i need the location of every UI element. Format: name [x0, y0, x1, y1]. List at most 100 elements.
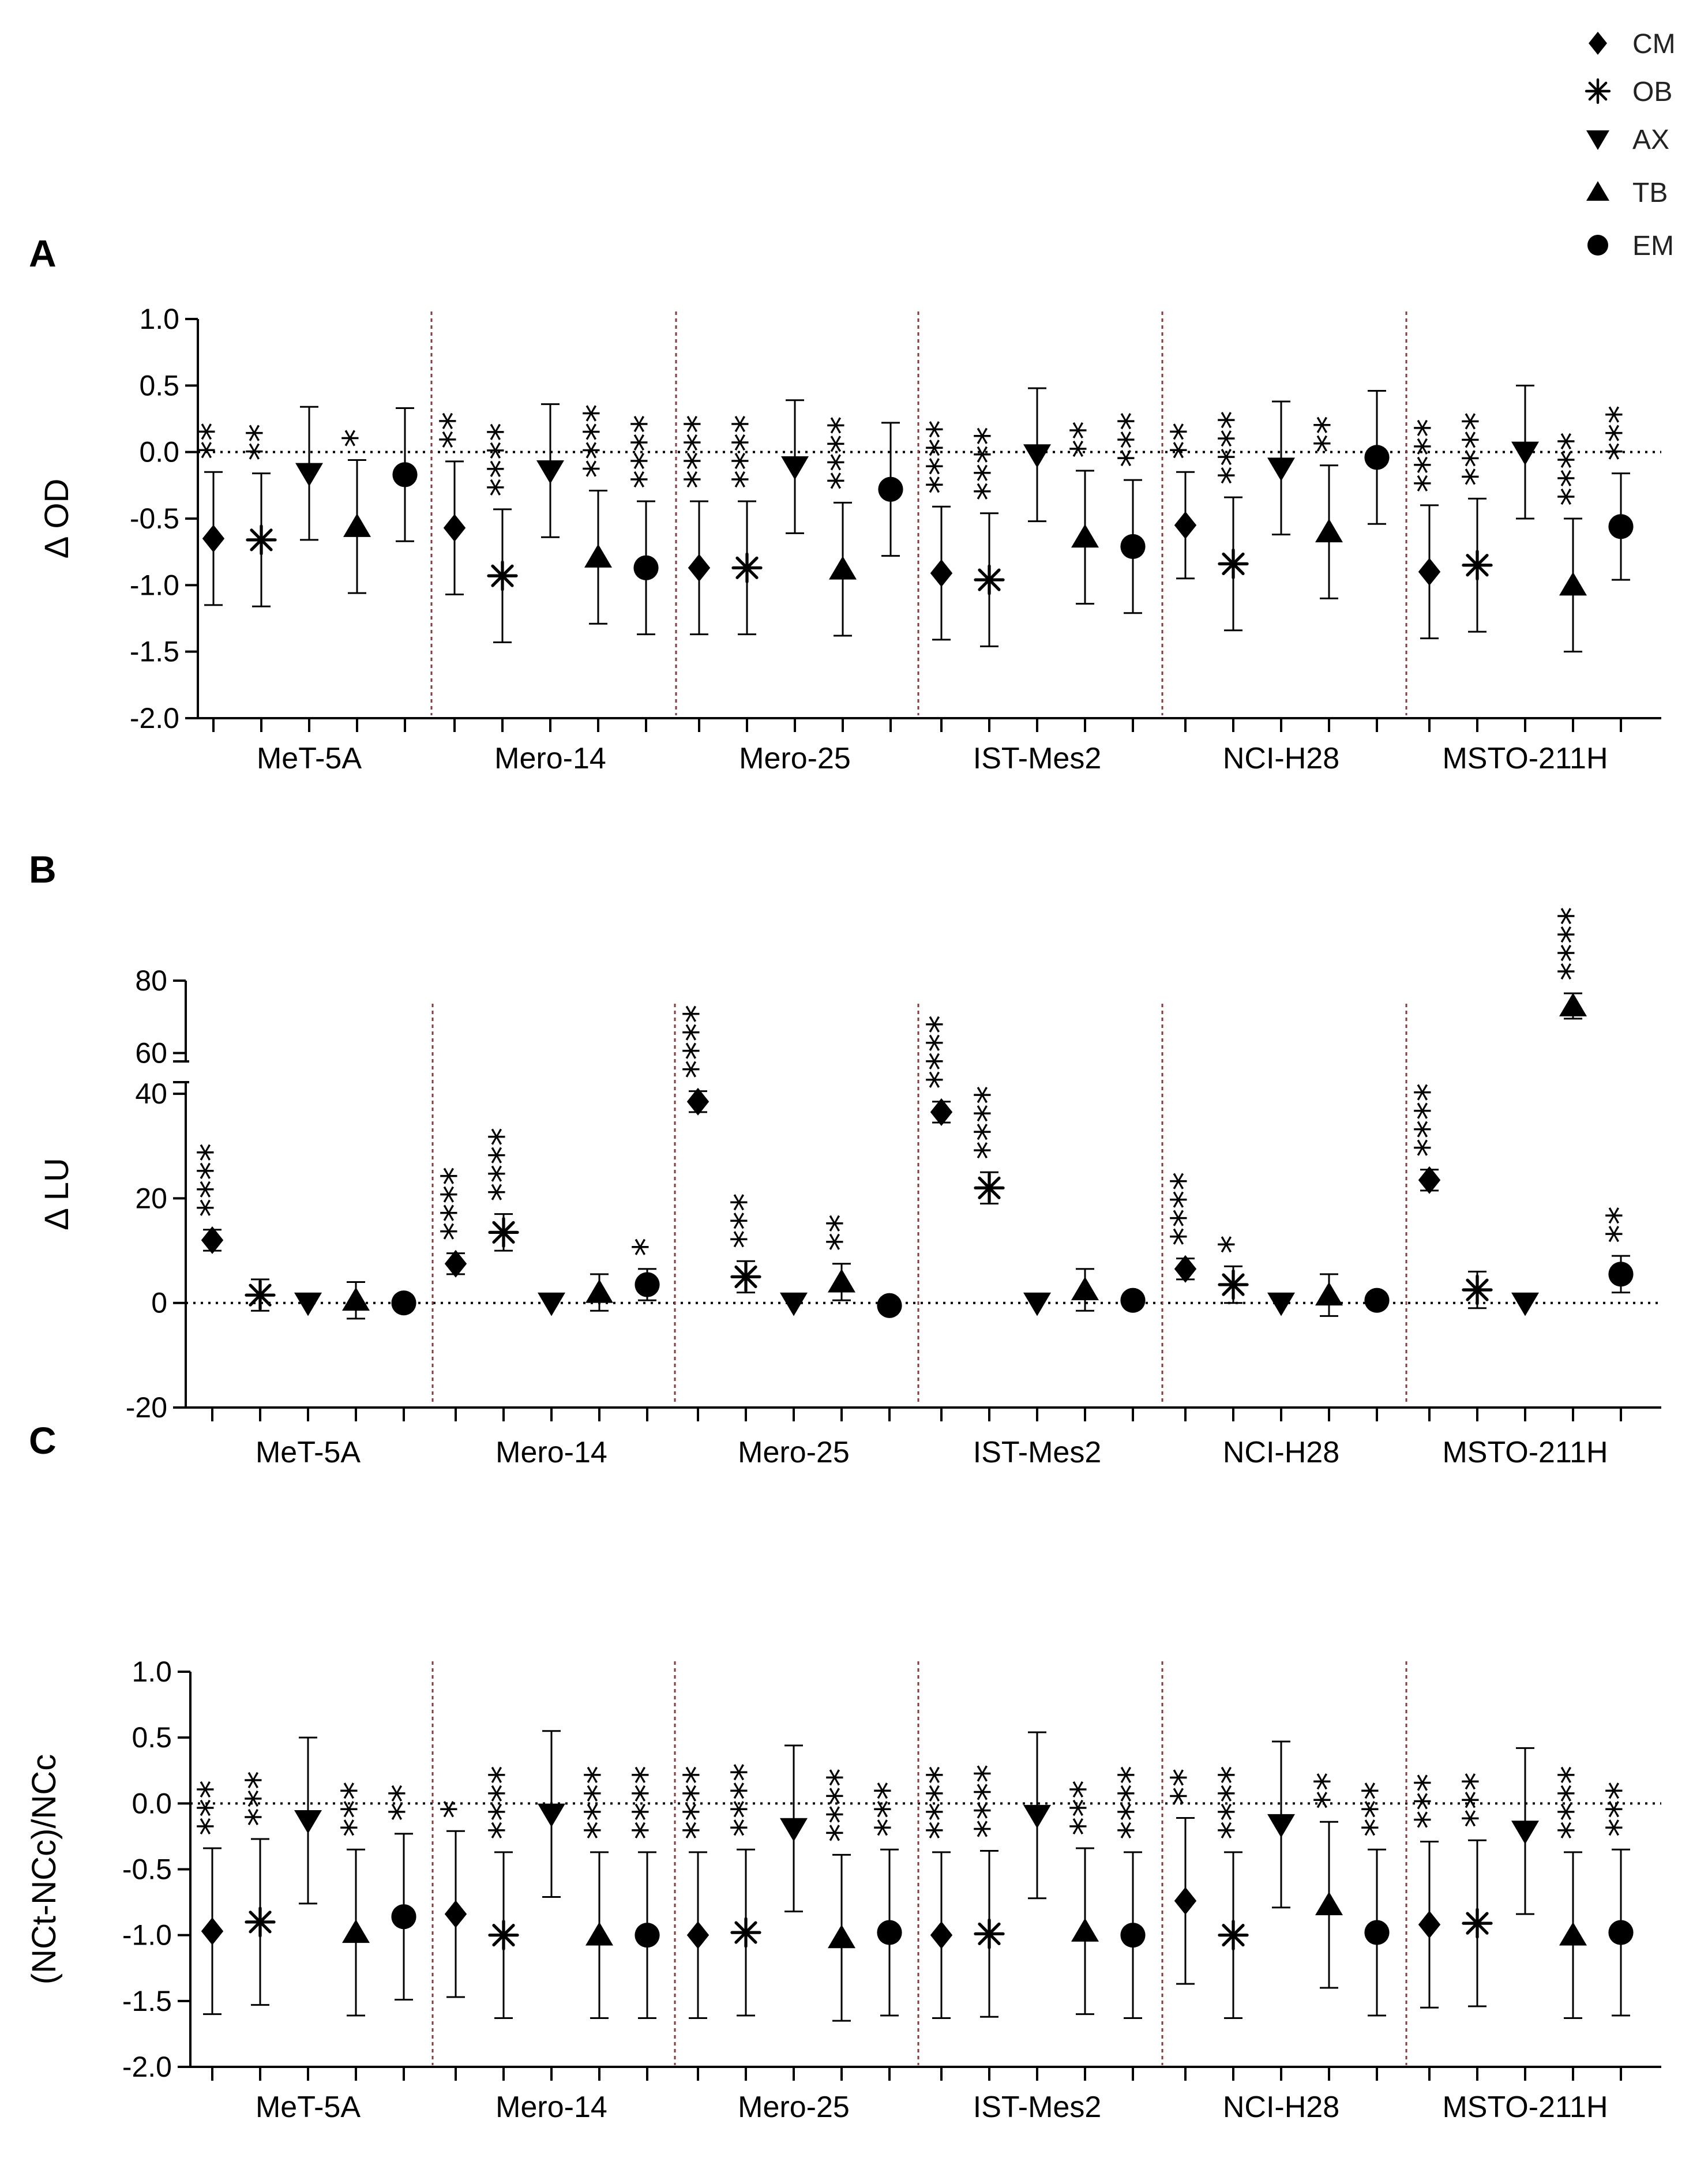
data-point-em: [877, 1920, 902, 1945]
category-label-nci-h28: NCI-H28: [1223, 742, 1339, 775]
data-point-em: [635, 1272, 660, 1297]
significance-label: ****: [1552, 1766, 1594, 1840]
significance-label: **: [1164, 422, 1207, 459]
data-point-em: [633, 555, 659, 580]
significance-label: ****: [1408, 1083, 1451, 1157]
significance-label: ****: [725, 1763, 767, 1837]
data-point-cm: [930, 559, 953, 587]
significance-label: ****: [481, 423, 524, 497]
data-point-cm: [201, 1226, 224, 1254]
y-tick-label: -0.5: [130, 502, 179, 535]
data-point-ax: [536, 460, 564, 484]
data-point-ob: [1218, 548, 1249, 580]
y-tick-label: -2.0: [130, 702, 179, 734]
triangle-down-icon: [1586, 130, 1609, 150]
data-point-em: [1608, 514, 1634, 539]
significance-label: ****: [1112, 1766, 1154, 1840]
significance-label: ****: [1212, 411, 1255, 485]
y-tick-label: 40: [135, 1078, 167, 1110]
significance-label: **: [382, 1784, 425, 1821]
data-point-ob: [974, 1172, 1005, 1203]
panel-c-chart: 1.0 0.5 0.0 -0.5 -1.0 -1.5 -2.0 (NCt-NCc)/NCc Me…: [25, 1656, 1661, 2124]
y-tick-label: 0.5: [132, 1721, 172, 1754]
y-axis-title: (NCt-NCc)/NCc: [25, 1754, 63, 1985]
data-point-ob: [1462, 1274, 1493, 1305]
significance-label: ***: [239, 1771, 281, 1826]
y-tick-label: 0.0: [139, 436, 179, 468]
significance-label: ****: [968, 427, 1011, 501]
y-tick-label: 60: [135, 1037, 167, 1069]
significance-label: ***: [191, 1780, 234, 1836]
significance-label: ***: [1356, 1781, 1398, 1837]
data-point-cm: [930, 1098, 953, 1126]
significance-label: *: [1212, 1235, 1255, 1253]
data-point-em: [1364, 445, 1390, 470]
y-tick-label: 20: [135, 1182, 167, 1214]
significance-label: ****: [625, 415, 667, 489]
data-point-ax: [781, 456, 809, 480]
significance-label: ****: [820, 1768, 863, 1842]
data-point-em: [878, 476, 903, 502]
data-point-cm: [1418, 1166, 1441, 1194]
significance-label: ****: [191, 1143, 234, 1217]
legend: CM OB AX TB EM: [1585, 29, 1676, 261]
data-point-tb: [1071, 524, 1099, 548]
data-point-ax: [1511, 441, 1539, 466]
significance-label: **: [192, 422, 235, 459]
y-axis-title: Δ OD: [38, 479, 76, 559]
data-point-tb: [828, 1924, 855, 1949]
category-label-mero-25: Mero-25: [739, 742, 851, 775]
y-tick-label: -20: [126, 1391, 167, 1424]
significance-label: ***: [1600, 406, 1642, 461]
data-point-tb: [585, 1279, 613, 1303]
y-tick-label: 0: [151, 1287, 167, 1319]
data-point-cm: [1174, 1887, 1197, 1915]
panel-letter-c: C: [29, 1419, 57, 1462]
data-point-tb: [828, 1268, 855, 1293]
category-label-mero-25: Mero-25: [738, 2091, 850, 2124]
panel-letter-a: A: [29, 232, 57, 275]
significance-label: *: [336, 429, 378, 448]
data-point-ax: [780, 1292, 808, 1316]
category-label-nci-h28: NCI-H28: [1223, 1436, 1339, 1469]
asterisk-icon: [1585, 78, 1611, 104]
data-point-ax: [1267, 457, 1295, 482]
data-point-ax: [538, 1292, 565, 1316]
y-axis-title: Δ LU: [38, 1158, 76, 1230]
data-point-ob: [1218, 1920, 1249, 1951]
data-point-cm: [443, 514, 466, 542]
significance-label: ****: [920, 1015, 963, 1089]
data-point-ob: [1462, 1908, 1493, 1939]
data-point-em: [392, 462, 418, 487]
significance-label: *: [434, 1800, 477, 1818]
significance-label: ****: [1456, 412, 1499, 486]
data-point-tb: [1071, 1918, 1099, 1942]
data-point-em: [1120, 534, 1146, 560]
significance-label: ****: [968, 1765, 1011, 1838]
data-point-cm: [686, 1087, 710, 1116]
data-point-ob: [246, 524, 277, 556]
category-label-mero-14: Mero-14: [494, 742, 606, 775]
category-label-nci-h28: NCI-H28: [1223, 2091, 1339, 2124]
data-point-ax: [780, 1818, 808, 1842]
y-tick-label: -1.0: [130, 569, 179, 601]
significance-label: ****: [482, 1128, 525, 1202]
significance-label: ****: [968, 1086, 1011, 1159]
significance-label: ****: [1408, 419, 1451, 493]
y-tick-label: -1.5: [130, 636, 179, 668]
significance-label: ***: [1408, 1774, 1451, 1829]
data-point-ob: [487, 560, 518, 591]
y-tick-label: -1.0: [122, 1919, 172, 1951]
data-point-ax: [1023, 1804, 1051, 1829]
data-point-ob: [1218, 1269, 1249, 1300]
data-point-ob: [1462, 550, 1493, 581]
data-point-cm: [688, 554, 711, 582]
legend-label-cm: CM: [1632, 29, 1676, 59]
data-point-ob: [488, 1217, 519, 1248]
data-point-cm: [686, 1921, 710, 1949]
data-point-ax: [1511, 1821, 1539, 1845]
significance-label: **: [433, 412, 476, 449]
category-label-mero-25: Mero-25: [738, 1436, 850, 1469]
data-point-cm: [930, 1921, 953, 1949]
legend-label-ob: OB: [1632, 77, 1672, 107]
